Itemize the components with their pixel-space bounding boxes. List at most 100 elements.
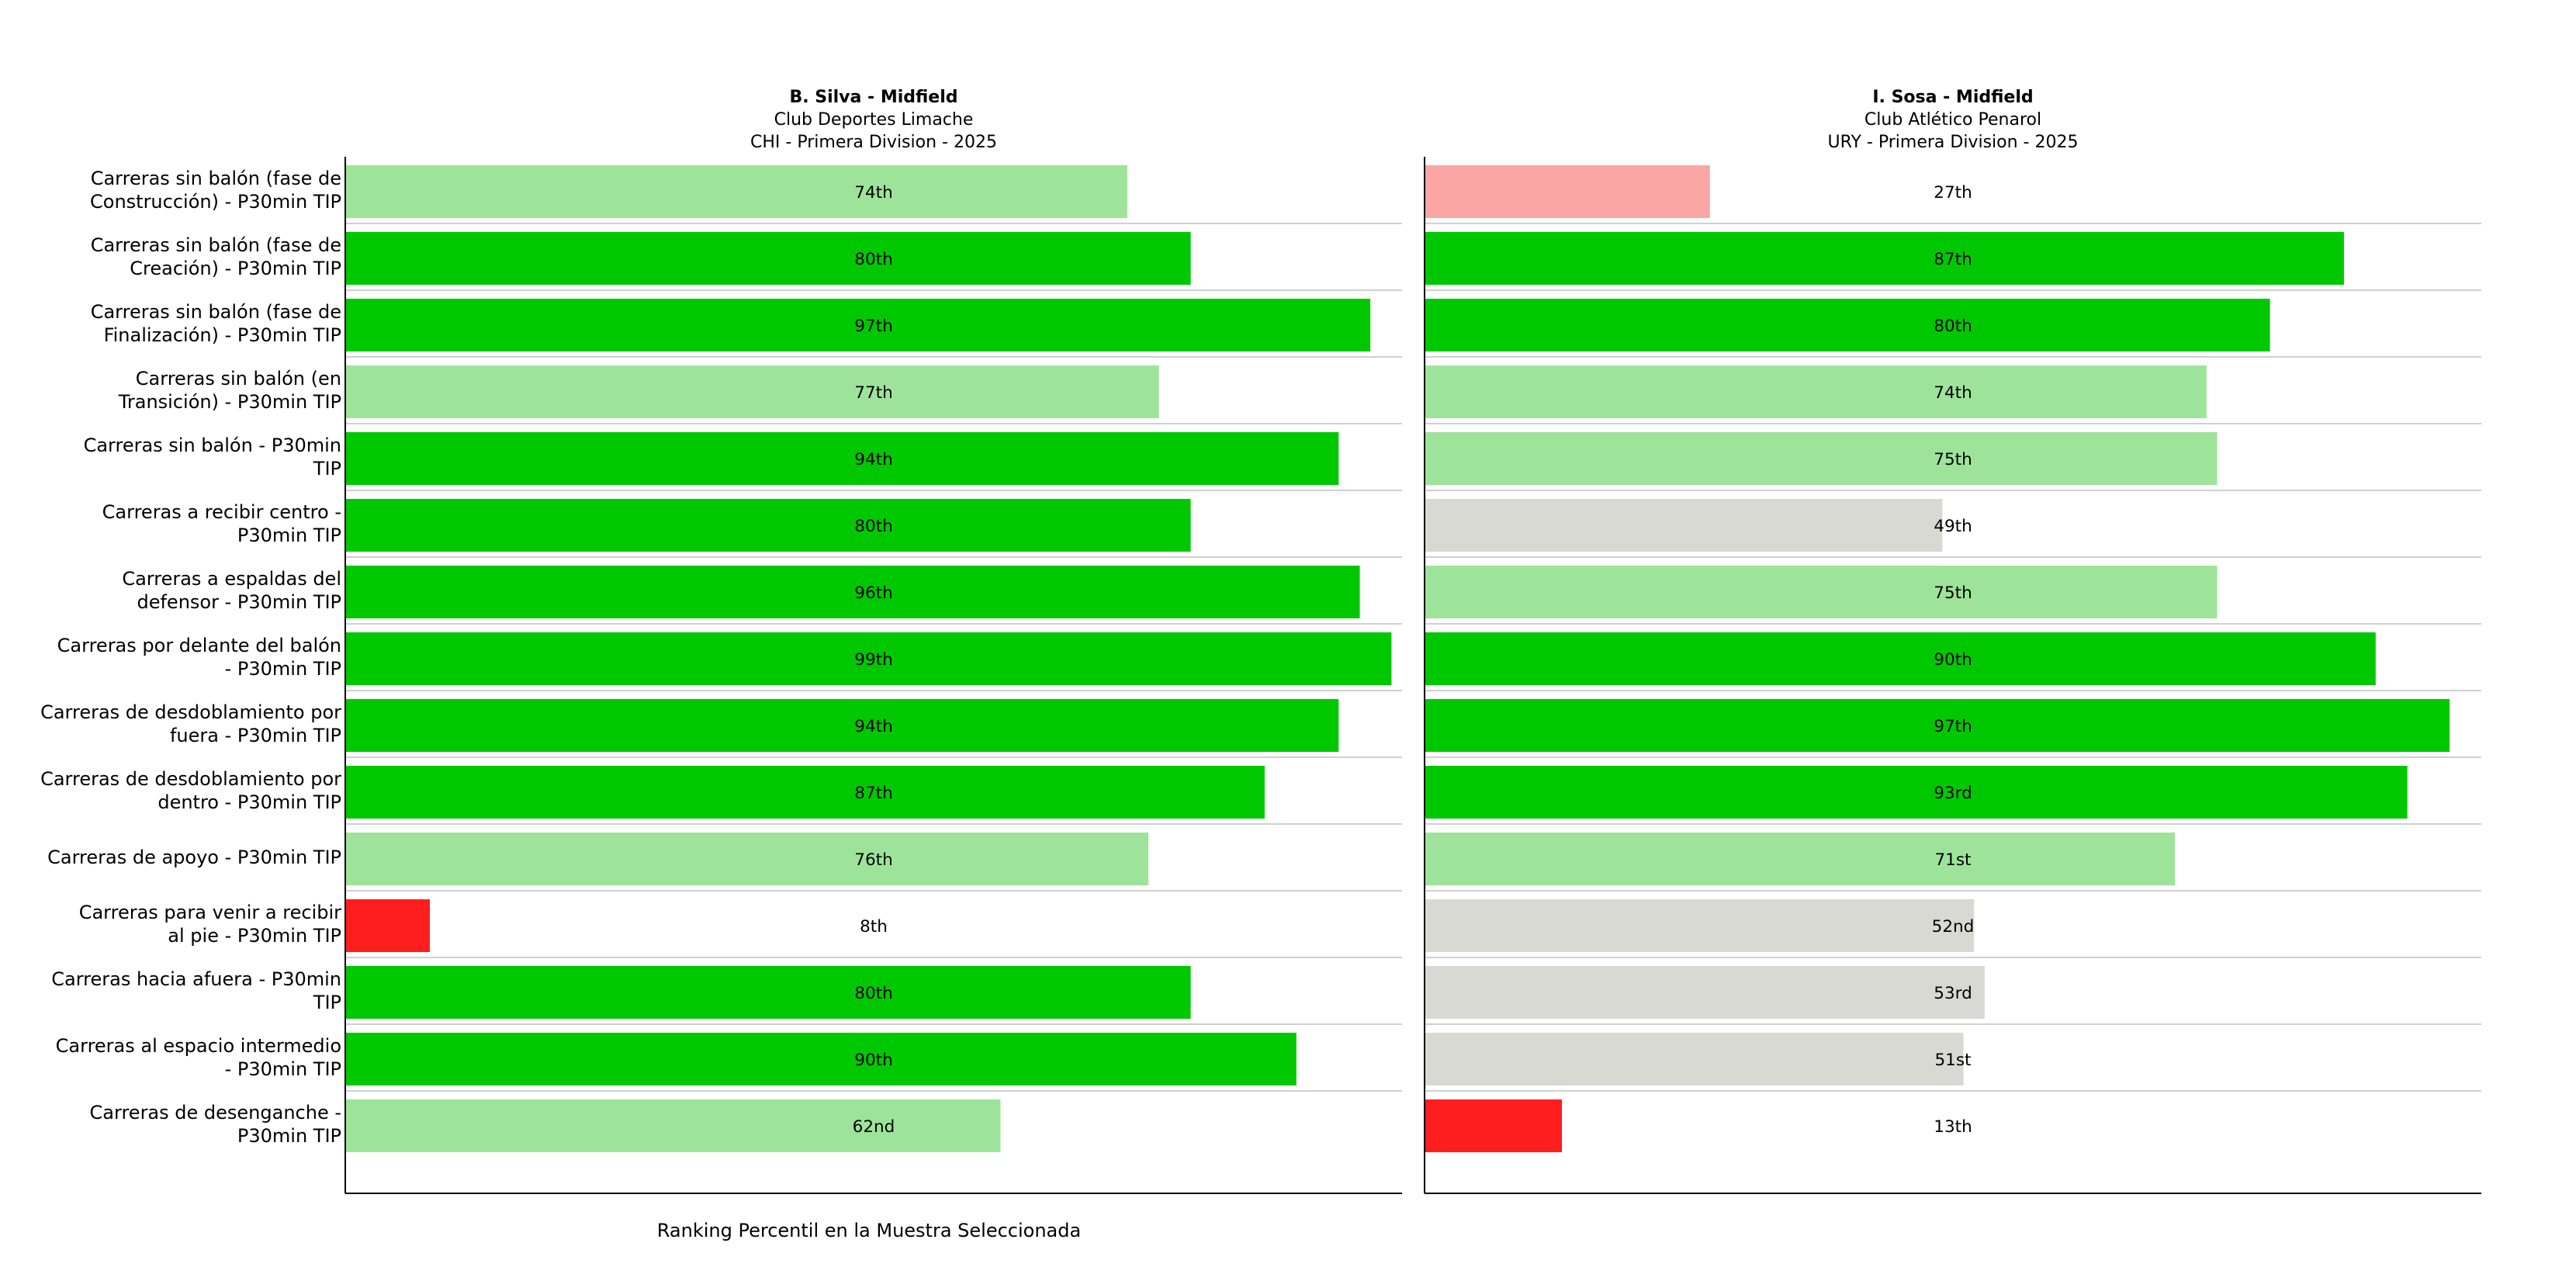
metric-label: Carreras de desdoblamiento por dentro - P…: [40, 768, 341, 813]
bar: [1425, 432, 2218, 485]
metric-label-line: Creación) - P30min TIP: [130, 258, 341, 279]
percentile-data-label: 80th: [1934, 317, 1972, 336]
panel-player-title: I. Sosa - Midfield: [1872, 88, 2033, 107]
metric-label: Carreras al espacio intermedio - P30min T…: [56, 1035, 341, 1080]
metric-label: Carreras de apoyo - P30min TIP: [47, 847, 341, 868]
metric-label-line: P30min TIP: [237, 525, 341, 546]
panel-competition-subtitle: CHI - Primera Division - 2025: [750, 133, 997, 152]
metric-label-line: Carreras sin balón (fase de: [91, 301, 341, 323]
percentile-data-label: 90th: [854, 1051, 892, 1070]
percentile-data-label: 97th: [1934, 717, 1972, 736]
bar: [345, 632, 1392, 685]
bar: [1425, 833, 2176, 885]
bar: [1425, 1033, 1964, 1085]
percentile-data-label: 51st: [1935, 1051, 1972, 1070]
bar: [345, 766, 1265, 819]
percentile-data-label: 27th: [1934, 183, 1972, 203]
percentile-data-label: 76th: [854, 850, 892, 870]
bar: [1425, 766, 2408, 819]
metric-label-line: TIP: [313, 992, 341, 1013]
bar: [345, 165, 1127, 218]
percentile-data-label: 99th: [854, 650, 892, 670]
percentile-data-label: 77th: [854, 383, 892, 403]
metric-label: Carreras sin balón (fase de Finalización)…: [91, 301, 341, 346]
metric-label-line: defensor - P30min TIP: [137, 591, 341, 613]
metric-label-line: al pie - P30min TIP: [168, 925, 341, 947]
bar: [345, 299, 1371, 351]
bar: [345, 833, 1149, 885]
percentile-data-label: 8th: [860, 917, 888, 937]
panels: B. Silva - Midfield Club Deportes Limache…: [345, 88, 2481, 1194]
metric-label: Carreras sin balón (fase de Construcción)…: [90, 168, 341, 213]
bar: [1425, 1099, 1563, 1152]
metric-label: Carreras sin balón (en Transición) - P30m…: [118, 368, 341, 413]
percentile-data-label: 87th: [1934, 250, 1972, 269]
metric-label-line: Carreras al espacio intermedio: [56, 1035, 341, 1057]
bar: [345, 232, 1191, 285]
percentile-data-label: 96th: [854, 583, 892, 603]
metric-label-line: Carreras hacia afuera - P30min: [51, 968, 341, 990]
percentile-data-label: 87th: [854, 784, 892, 803]
metric-labels: Carreras sin balón (fase de Construcción)…: [40, 168, 341, 1147]
metric-label: Carreras a espaldas del defensor - P30min…: [122, 568, 341, 613]
metric-label: Carreras hacia afuera - P30min TIP: [51, 968, 341, 1013]
metric-label-line: - P30min TIP: [225, 658, 341, 680]
bar: [1425, 232, 2344, 285]
percentile-data-label: 74th: [854, 183, 892, 203]
metric-label-line: dentro - P30min TIP: [158, 791, 341, 813]
metric-label: Carreras por delante del balón - P30min T…: [57, 635, 341, 680]
percentile-data-label: 80th: [854, 984, 892, 1003]
metric-label: Carreras sin balón - P30min TIP: [84, 435, 341, 480]
panel-player-title: B. Silva - Midfield: [789, 88, 957, 107]
metric-label-line: Carreras de apoyo - P30min TIP: [47, 847, 341, 868]
metric-label: Carreras sin balón (fase de Creación) - P…: [91, 234, 341, 279]
percentile-data-label: 71st: [1935, 850, 1972, 870]
bar: [1425, 165, 1710, 218]
percentile-data-label: 49th: [1934, 517, 1972, 536]
bar: [1425, 699, 2450, 752]
percentile-data-label: 97th: [854, 317, 892, 336]
percentile-data-label: 80th: [854, 517, 892, 536]
bar: [345, 1099, 1001, 1152]
percentile-data-label: 13th: [1934, 1117, 1972, 1137]
metric-label-line: Carreras sin balón (en: [136, 368, 341, 390]
bar: [1425, 966, 1985, 1019]
percentile-data-label: 94th: [854, 450, 892, 469]
panel-2: I. Sosa - Midfield Club Atlético Penarol U…: [1424, 88, 2481, 1194]
bar: [1425, 899, 1975, 952]
bar: [345, 499, 1191, 552]
metric-label-line: P30min TIP: [237, 1125, 341, 1147]
percentile-data-label: 74th: [1934, 383, 1972, 403]
percentile-data-label: 53rd: [1934, 984, 1972, 1003]
metric-label: Carreras para venir a recibir al pie - P3…: [79, 902, 341, 947]
metric-label-line: Carreras de desdoblamiento por: [40, 768, 341, 790]
metric-label-line: Finalización) - P30min TIP: [104, 324, 341, 346]
metric-label-line: TIP: [313, 458, 341, 480]
percentile-data-label: 94th: [854, 717, 892, 736]
metric-label-line: Carreras de desenganche -: [90, 1102, 341, 1124]
panel-competition-subtitle: URY - Primera Division - 2025: [1828, 133, 2079, 152]
bar: [1425, 632, 2376, 685]
metric-label: Carreras a recibir centro -P30min TIP: [102, 501, 341, 546]
percentile-data-label: 52nd: [1932, 917, 1975, 937]
percentile-data-label: 90th: [1934, 650, 1972, 670]
bar: [345, 365, 1159, 418]
bar: [1425, 499, 1943, 552]
panel-club-subtitle: Club Deportes Limache: [774, 110, 974, 130]
percentile-data-label: 62nd: [853, 1117, 895, 1137]
bar: [1425, 365, 2207, 418]
metric-label: Carreras de desenganche -P30min TIP: [90, 1102, 341, 1147]
metric-label-line: Carreras de desdoblamiento por: [40, 701, 341, 723]
metric-label-line: Transición) - P30min TIP: [118, 391, 341, 413]
metric-label-line: Carreras sin balón (fase de: [91, 168, 341, 189]
metric-label-line: - P30min TIP: [225, 1058, 341, 1080]
bar: [345, 966, 1191, 1019]
metric-label-line: Carreras sin balón - P30min: [84, 435, 341, 456]
bar: [345, 566, 1360, 618]
metric-label-line: Construcción) - P30min TIP: [90, 191, 341, 213]
percentile-data-label: 80th: [854, 250, 892, 269]
metric-label-line: Carreras a espaldas del: [122, 568, 341, 590]
bar: [345, 699, 1339, 752]
bar: [345, 899, 430, 952]
